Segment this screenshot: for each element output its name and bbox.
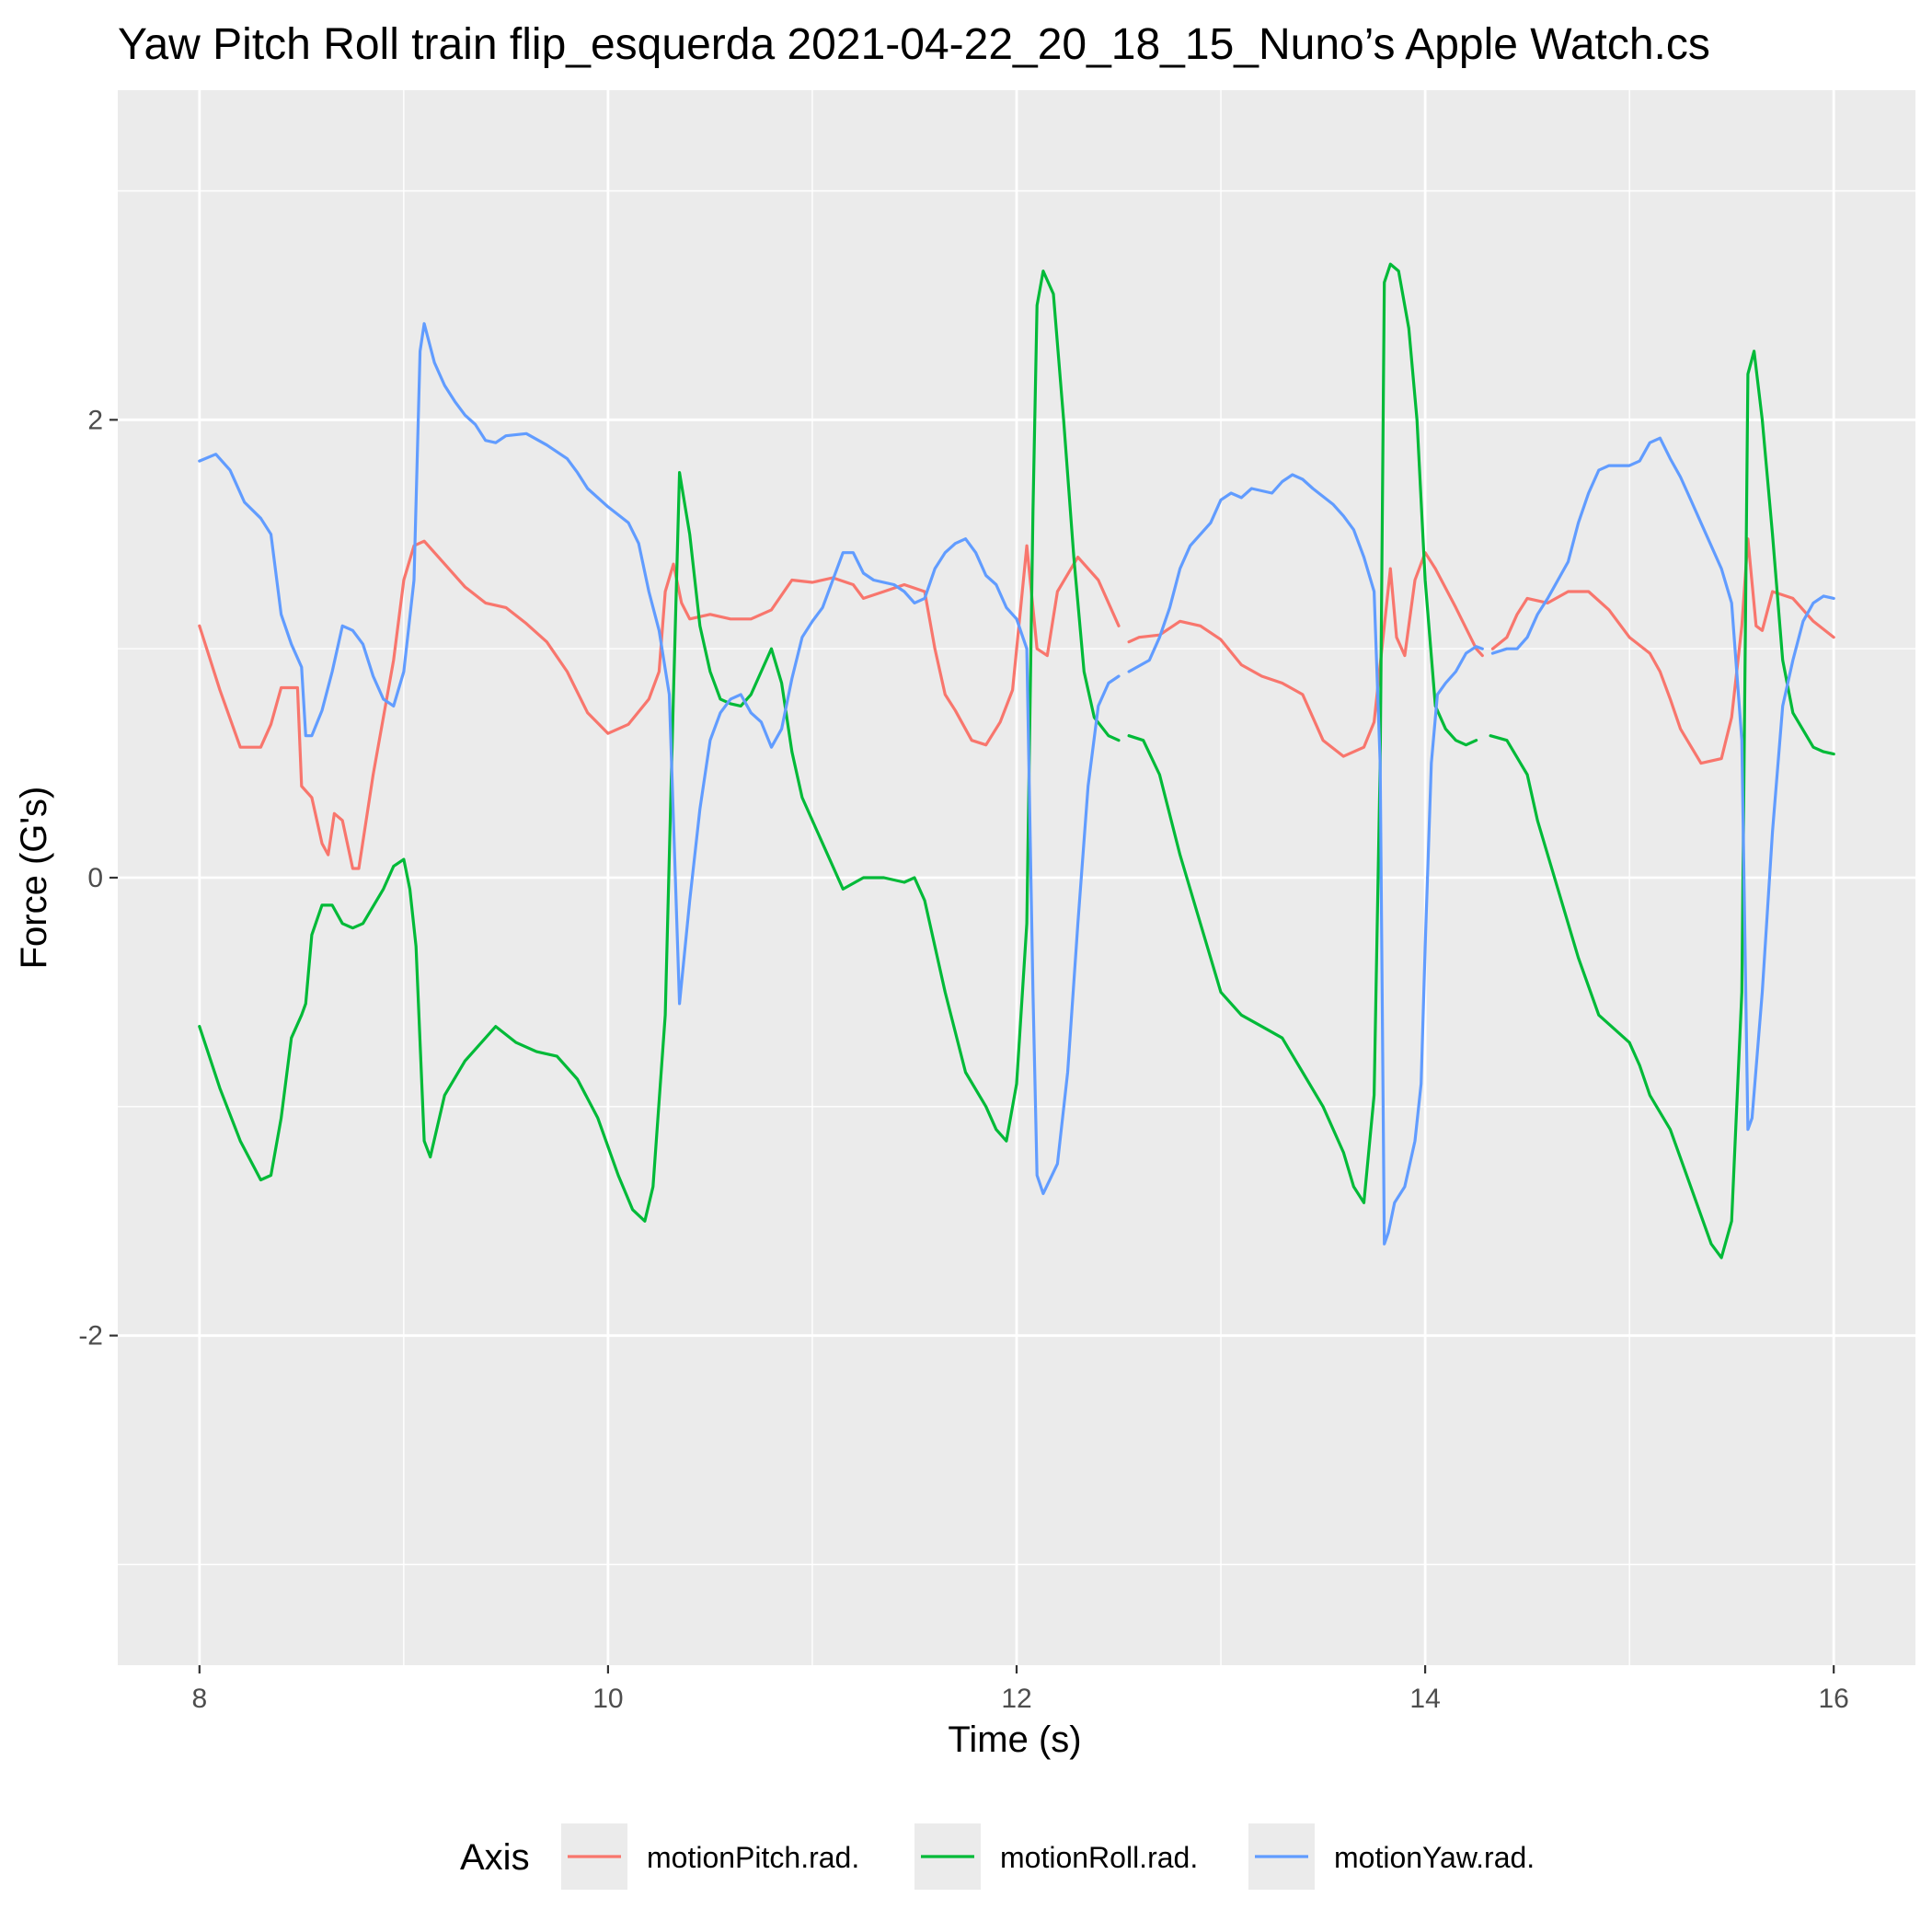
legend-item-roll: motionRoll.rad.	[914, 1823, 1198, 1890]
legend-label-pitch: motionPitch.rad.	[647, 1841, 859, 1874]
legend: Axis motionPitch.rad. motionRoll.rad. mo…	[460, 1823, 1535, 1890]
legend-title: Axis	[460, 1837, 530, 1878]
series-line-motionyaw-rad	[198, 322, 1121, 1195]
x-axis-title: Time (s)	[948, 1719, 1081, 1760]
series-line-motionroll-rad	[1127, 262, 1478, 1204]
legend-item-pitch: motionPitch.rad.	[561, 1823, 859, 1890]
legend-label-roll: motionRoll.rad.	[1000, 1841, 1198, 1874]
series-line-motionpitch-rad	[1127, 551, 1484, 758]
series-line-motionyaw-rad	[1490, 436, 1835, 1132]
x-tick-label: 16	[1818, 1684, 1848, 1714]
x-tick-label: 12	[1001, 1684, 1031, 1714]
series-layer	[198, 262, 1835, 1259]
x-tick-label: 14	[1409, 1684, 1440, 1714]
x-tick-label: 10	[592, 1684, 623, 1714]
x-axis: 8 10 12 14 16	[191, 1665, 1849, 1714]
y-tick-label: 0	[87, 863, 103, 893]
y-axis: -2 0 2	[78, 405, 118, 1351]
series-line-motionpitch-rad	[198, 539, 1121, 870]
y-tick-label: -2	[78, 1321, 103, 1351]
y-tick-label: 2	[87, 405, 103, 435]
chart-title: Yaw Pitch Roll train flip_esquerda 2021-…	[118, 20, 1710, 69]
x-tick-label: 8	[191, 1684, 207, 1714]
series-line-motionyaw-rad	[1127, 473, 1484, 1246]
legend-label-yaw: motionYaw.rad.	[1334, 1841, 1535, 1874]
series-line-motionroll-rad	[1489, 350, 1835, 1259]
y-axis-title: Force (G's)	[14, 787, 54, 970]
legend-item-yaw: motionYaw.rad.	[1248, 1823, 1535, 1890]
series-line-motionroll-rad	[198, 270, 1121, 1223]
